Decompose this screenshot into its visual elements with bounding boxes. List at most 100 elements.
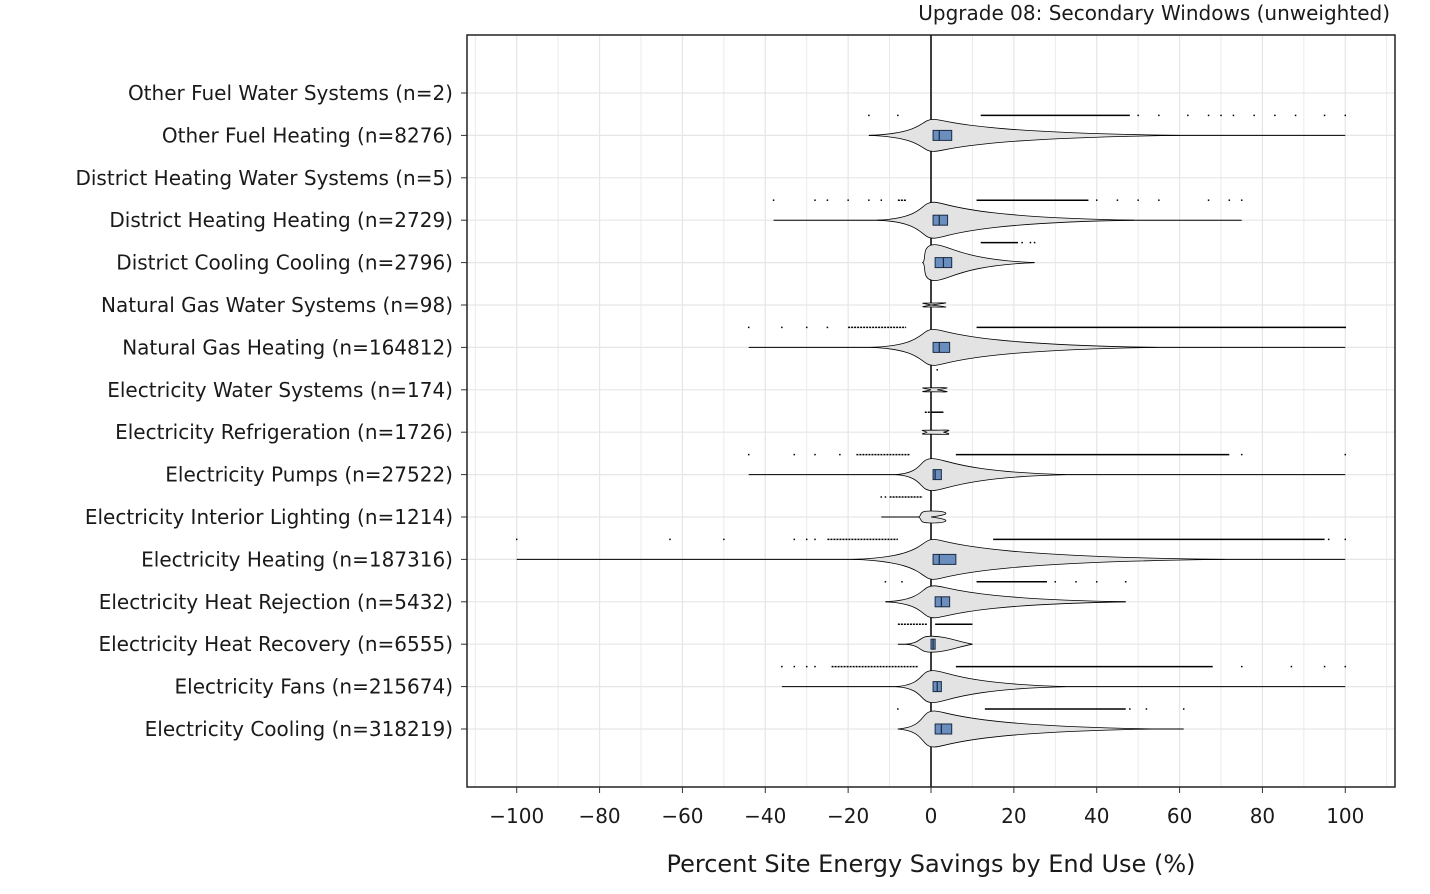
outlier-point — [1145, 708, 1148, 710]
iqr-box — [932, 553, 957, 565]
outlier-point — [1240, 665, 1243, 668]
category-label: Electricity Cooling (n=318219) — [145, 717, 453, 741]
category-label: Electricity Refrigeration (n=1726) — [115, 420, 453, 444]
category-group: District Heating Water Systems (n=5) — [75, 166, 467, 190]
outlier-point — [897, 114, 899, 117]
outlier-point — [747, 453, 750, 456]
violin-shape — [921, 429, 950, 435]
outlier-point — [1207, 199, 1210, 201]
x-tick-label: −40 — [744, 804, 786, 828]
category-label: District Heating Heating (n=2729) — [109, 208, 453, 232]
category-group: District Heating Heating (n=2729) — [109, 199, 1243, 239]
outlier-point — [1323, 114, 1326, 117]
category-group: District Cooling Cooling (n=2796) — [116, 241, 1036, 282]
violin-shape — [895, 458, 1066, 492]
outlier-point — [1240, 453, 1243, 456]
category-label: District Heating Water Systems (n=5) — [75, 166, 453, 190]
outlier-point — [805, 538, 808, 541]
outlier-point — [1158, 114, 1160, 117]
outlier-point — [1075, 581, 1077, 583]
outlier-point — [793, 453, 796, 456]
outlier-point — [1220, 114, 1222, 117]
outlier-point — [814, 665, 816, 668]
outlier-point — [814, 453, 816, 456]
violin-shape — [917, 510, 947, 524]
category-label: Electricity Heat Rejection (n=5432) — [99, 590, 453, 614]
category-group: Natural Gas Water Systems (n=98) — [101, 293, 947, 317]
category-label: Natural Gas Water Systems (n=98) — [101, 293, 453, 317]
x-tick-label: −100 — [489, 804, 544, 828]
category-label: District Cooling Cooling (n=2796) — [116, 251, 453, 275]
iqr-box — [934, 596, 951, 608]
outlier-point — [1182, 708, 1185, 710]
category-group: Electricity Water Systems (n=174) — [107, 369, 948, 402]
outlier-point — [772, 199, 775, 201]
outlier-point — [880, 496, 883, 498]
outlier-point — [781, 665, 783, 668]
x-tick-label: −20 — [827, 804, 869, 828]
category-group: Other Fuel Water Systems (n=2) — [128, 81, 467, 105]
category-group: Electricity Pumps (n=27522) — [165, 453, 1347, 492]
x-axis-label: Percent Site Energy Savings by End Use (… — [667, 850, 1196, 878]
outlier-point — [826, 326, 829, 329]
outlier-point — [1253, 114, 1255, 117]
x-tick-label: 0 — [925, 804, 938, 828]
outlier-point — [1327, 538, 1330, 541]
outlier-point — [847, 199, 849, 201]
x-tick-label: 60 — [1167, 804, 1192, 828]
x-tick-label: −80 — [578, 804, 620, 828]
outlier-point — [793, 665, 796, 668]
outlier-point — [897, 708, 899, 710]
outlier-point — [1021, 241, 1023, 244]
outlier-point — [1137, 114, 1139, 117]
outlier-point — [1344, 453, 1347, 456]
outlier-point — [1033, 241, 1036, 244]
violin-shape — [852, 538, 1226, 580]
outlier-point — [747, 326, 750, 329]
category-group: Electricity Refrigeration (n=1726) — [115, 411, 950, 444]
category-label: Electricity Pumps (n=27522) — [165, 463, 453, 487]
outlier-point — [1207, 114, 1210, 117]
x-tick-label: −60 — [661, 804, 703, 828]
outlier-point — [884, 581, 887, 583]
outlier-point — [901, 581, 903, 583]
outlier-point — [805, 665, 808, 668]
outlier-point — [805, 326, 808, 329]
x-tick-label: 100 — [1326, 804, 1364, 828]
outlier-point — [1294, 114, 1297, 117]
outlier-point — [1029, 241, 1032, 244]
outlier-point — [814, 199, 816, 201]
category-group: Electricity Interior Lighting (n=1214) — [85, 496, 947, 529]
category-group: Electricity Fans (n=215674) — [175, 665, 1347, 704]
category-label: Electricity Heat Recovery (n=6555) — [98, 632, 453, 656]
outlier-point — [1129, 708, 1131, 710]
violin-shape — [922, 387, 948, 393]
outlier-point — [1095, 199, 1098, 201]
category-label: Other Fuel Water Systems (n=2) — [128, 81, 453, 105]
outlier-point — [839, 453, 841, 456]
outlier-point — [936, 369, 938, 371]
violin-shape — [906, 635, 973, 653]
outlier-point — [781, 326, 783, 329]
category-group: Other Fuel Heating (n=8276) — [162, 114, 1347, 152]
category-group: Natural Gas Heating (n=164812) — [122, 326, 1347, 366]
outlier-point — [1137, 199, 1139, 201]
outlier-point — [1323, 665, 1326, 668]
outlier-point — [515, 538, 518, 541]
outlier-point — [1344, 665, 1347, 668]
outlier-point — [868, 199, 870, 201]
category-label: Electricity Heating (n=187316) — [141, 547, 453, 571]
outlier-point — [1095, 581, 1098, 583]
outlier-point — [1344, 326, 1347, 329]
category-label: Electricity Interior Lighting (n=1214) — [85, 505, 453, 529]
outlier-point — [814, 538, 816, 541]
outlier-point — [1228, 199, 1231, 201]
x-tick-label: 40 — [1084, 804, 1109, 828]
outlier-point — [793, 538, 796, 541]
iqr-box — [932, 214, 949, 226]
x-tick-label: 20 — [1001, 804, 1026, 828]
outlier-point — [826, 199, 829, 201]
category-group: Electricity Heat Rejection (n=5432) — [99, 581, 1127, 619]
